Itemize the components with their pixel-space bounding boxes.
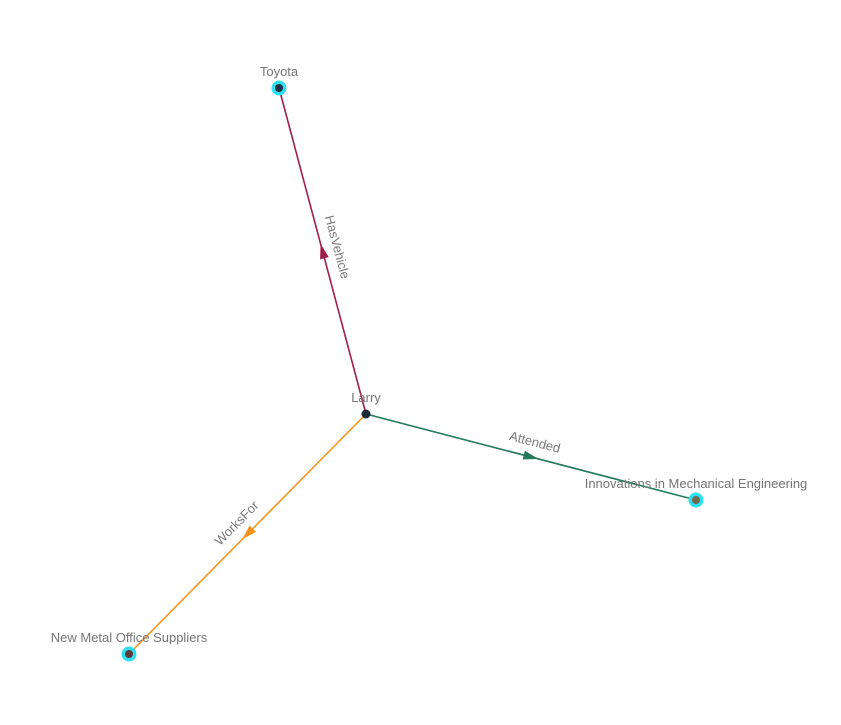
edge-label: WorksFor (211, 497, 262, 548)
node-dot (361, 409, 371, 419)
edge-label: HasVehicle (322, 214, 353, 281)
edge-arrowhead-icon (522, 450, 539, 460)
edge-WorksFor[interactable]: WorksFor (128, 413, 367, 655)
node-newmetal[interactable]: New Metal Office Suppliers (51, 630, 208, 662)
edge-HasVehicle[interactable]: HasVehicle (278, 87, 367, 415)
node-toyota[interactable]: Toyota (260, 64, 299, 96)
node-innovations[interactable]: Innovations in Mechanical Engineering (585, 476, 808, 508)
node-label: New Metal Office Suppliers (51, 630, 208, 645)
node-label: Larry (351, 390, 381, 405)
edge-label: Attended (508, 428, 562, 456)
edge-arrowhead-icon (242, 525, 256, 540)
node-dot (692, 496, 700, 504)
node-label: Innovations in Mechanical Engineering (585, 476, 808, 491)
node-label: Toyota (260, 64, 299, 79)
edge-arrowhead-icon (320, 243, 329, 260)
node-dot (125, 650, 133, 658)
node-dot (275, 84, 283, 92)
node-larry[interactable]: Larry (351, 390, 381, 419)
